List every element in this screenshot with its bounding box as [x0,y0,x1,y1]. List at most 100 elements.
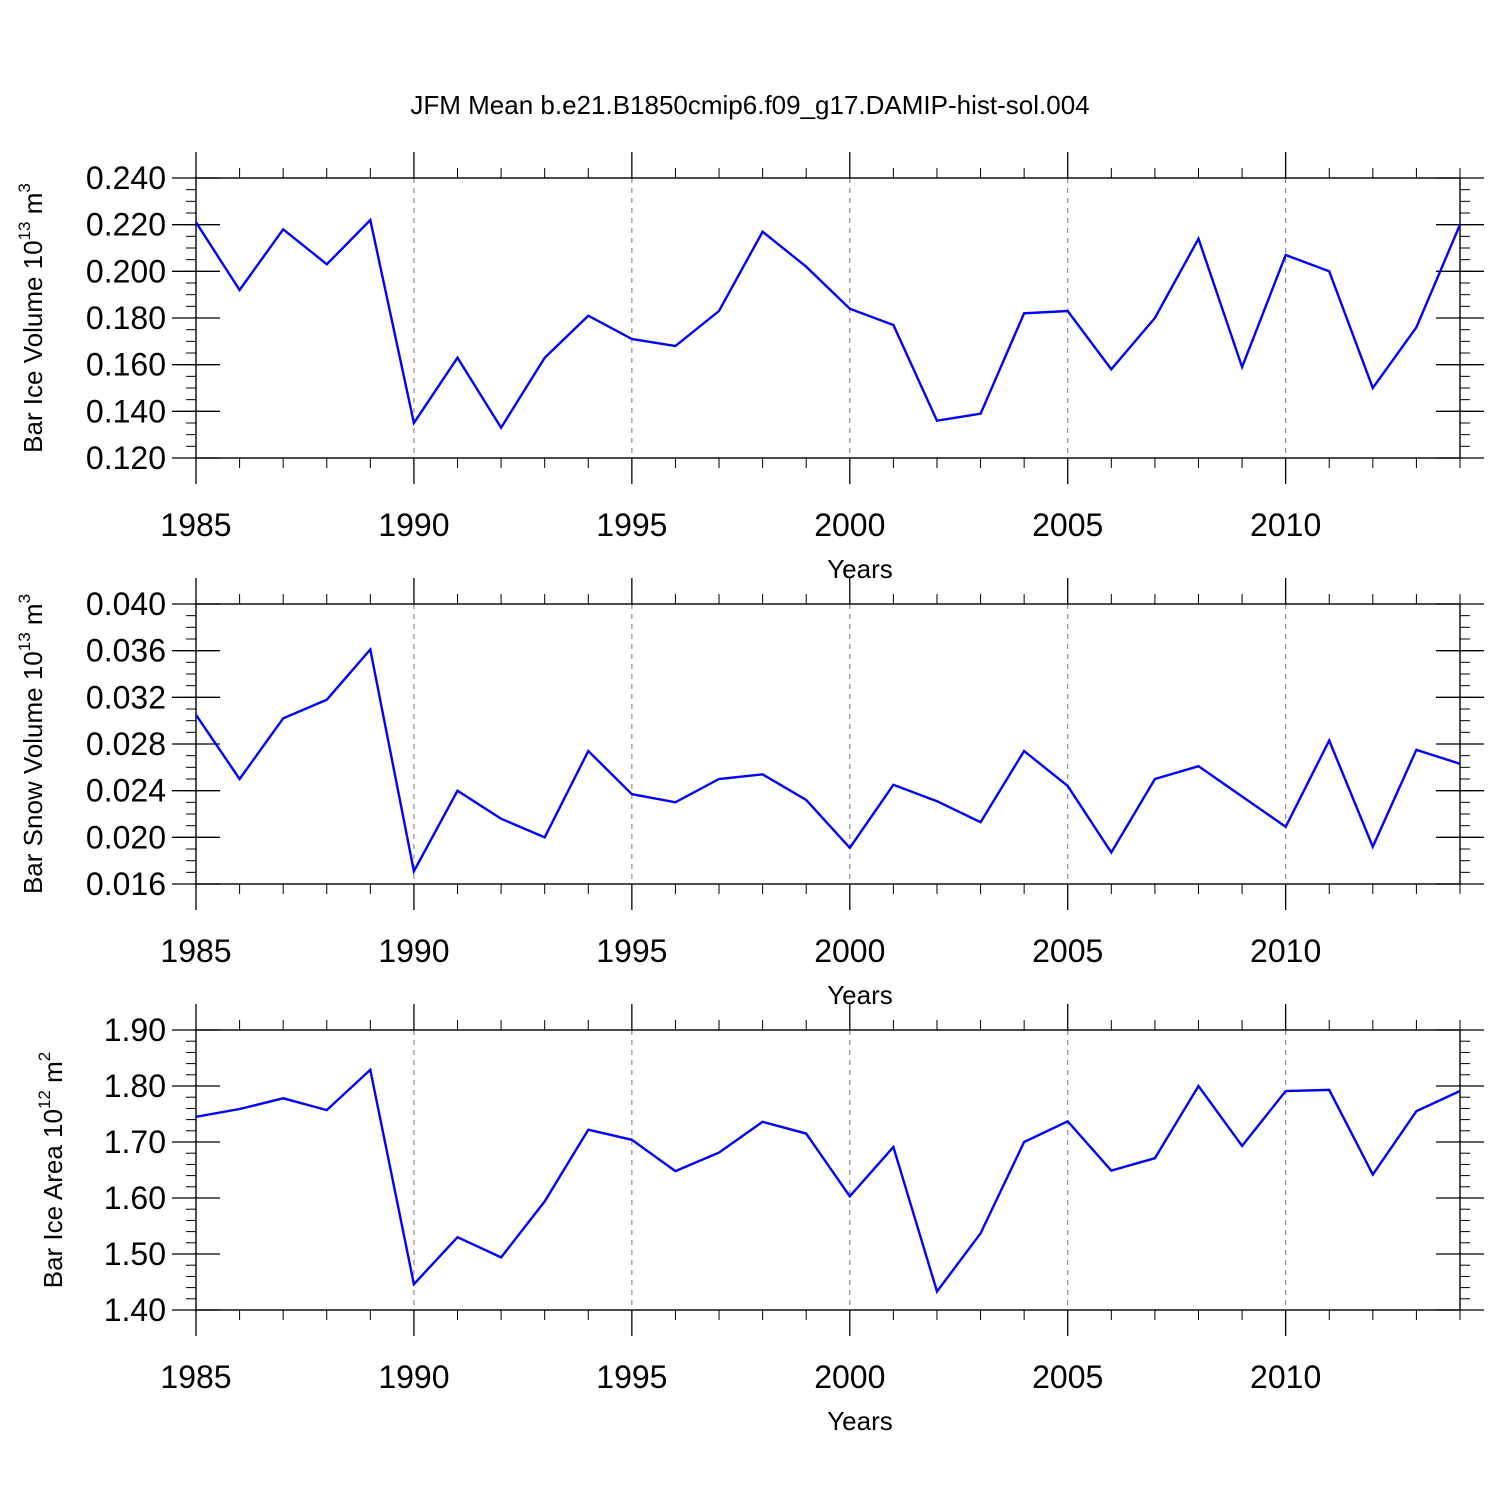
data-point [1285,1090,1287,1092]
data-point [675,345,677,347]
x-tick-label: 1985 [160,933,231,969]
data-point [1111,1170,1113,1172]
data-point [762,231,764,233]
panel-ice-area: 1985 1990 1995 2000 2005 2010 1.40 1.50 1.60 1.70… [35,1004,1484,1436]
data-point [631,1139,633,1141]
x-tick-label: 1985 [160,507,231,543]
x-tick-label: 2000 [814,1359,885,1395]
y-tick-label: 1.60 [104,1180,166,1216]
data-point [587,750,589,752]
data-point [980,1232,982,1234]
x-tick-label: 2010 [1250,507,1321,543]
plot-frame [195,177,1461,459]
data-point [893,784,895,786]
data-point [500,427,502,429]
plot-frame [195,603,1461,885]
data-point [762,1121,764,1123]
data-point [1067,310,1069,312]
y-tick-label: 0.240 [86,160,166,196]
y-tick-label: 0.140 [86,393,166,429]
y-tick-label: 0.028 [86,726,166,762]
data-point [718,1152,720,1154]
data-point [500,1257,502,1259]
data-point [675,1170,677,1172]
data-point [1459,1090,1461,1092]
y-axis-title-unit-exponent: 3 [15,183,34,192]
x-tick-label: 2010 [1250,933,1321,969]
series-line [195,1067,1461,1295]
data-point [1067,785,1069,787]
data-point [326,264,328,266]
y-tick-label: 1.80 [104,1068,166,1104]
data-point [1111,852,1113,854]
data-point [893,324,895,326]
y-tick-label: 0.016 [86,866,166,902]
y-tick-label: 0.036 [86,633,166,669]
y-tick-label: 1.70 [104,1124,166,1160]
data-point [457,1236,459,1238]
data-point [631,793,633,795]
y-tick-label: 0.160 [86,347,166,383]
x-tick-label: 2005 [1032,1359,1103,1395]
y-axis-title-unit: m [18,193,48,222]
data-point [1372,1174,1374,1176]
data-point [1154,317,1156,319]
series-line [195,646,1461,875]
data-point [980,413,982,415]
y-tick-label: 0.020 [86,819,166,855]
data-point [1416,327,1418,329]
y-tick-label: 1.40 [104,1292,166,1328]
data-point [936,1291,938,1293]
x-tick-label: 1995 [596,507,667,543]
data-point [718,778,720,780]
y-axis-title-exponent: 12 [35,1090,54,1109]
x-tick-label: 1990 [378,507,449,543]
y-tick-label: 1.90 [104,1012,166,1048]
data-point [1416,749,1418,751]
data-point [1198,1085,1200,1087]
data-point [1241,796,1243,798]
data-point [239,778,241,780]
data-point [1198,238,1200,240]
data-point [544,1201,546,1203]
y-tick-label: 0.180 [86,300,166,336]
data-point [239,1108,241,1110]
data-point [413,1283,415,1285]
plot-frame [195,1029,1461,1311]
data-point [762,774,764,776]
x-tick-label: 2000 [814,933,885,969]
data-point [1328,740,1330,742]
data-point [1459,224,1461,226]
chart-title: JFM Mean b.e21.B1850cmip6.f09_g17.DAMIP-… [410,90,1089,120]
data-point [239,289,241,291]
y-tick-label: 0.024 [86,773,166,809]
y-axis-title-unit: m [38,1061,68,1090]
data-point [805,1133,807,1135]
data-point [1198,765,1200,767]
data-point [326,1109,328,1111]
data-point [195,222,197,224]
data-point [544,837,546,839]
x-tick-label: 2010 [1250,1359,1321,1395]
y-tick-label: 1.50 [104,1236,166,1272]
data-point [370,219,372,221]
data-point [675,802,677,804]
data-point [1154,1157,1156,1159]
y-axis-title-main: Bar Snow Volume 10 [18,651,48,894]
data-point [500,818,502,820]
panel-snow-volume: 1985 1990 1995 2000 2005 2010 0.016 0.020 0.024 0… [15,578,1484,1010]
y-tick-label: 0.032 [86,679,166,715]
y-axis-title-main: Bar Ice Volume 10 [18,240,48,452]
data-point [282,229,284,231]
data-point [195,1116,197,1118]
x-tick-label: 1990 [378,1359,449,1395]
y-tick-label: 0.120 [86,440,166,476]
data-point [1241,366,1243,368]
x-tick-label: 1990 [378,933,449,969]
y-axis-title-unit-exponent: 3 [15,594,34,603]
y-tick-label: 0.220 [86,207,166,243]
data-point [1023,1141,1025,1143]
data-point [936,420,938,422]
data-point [1285,254,1287,256]
